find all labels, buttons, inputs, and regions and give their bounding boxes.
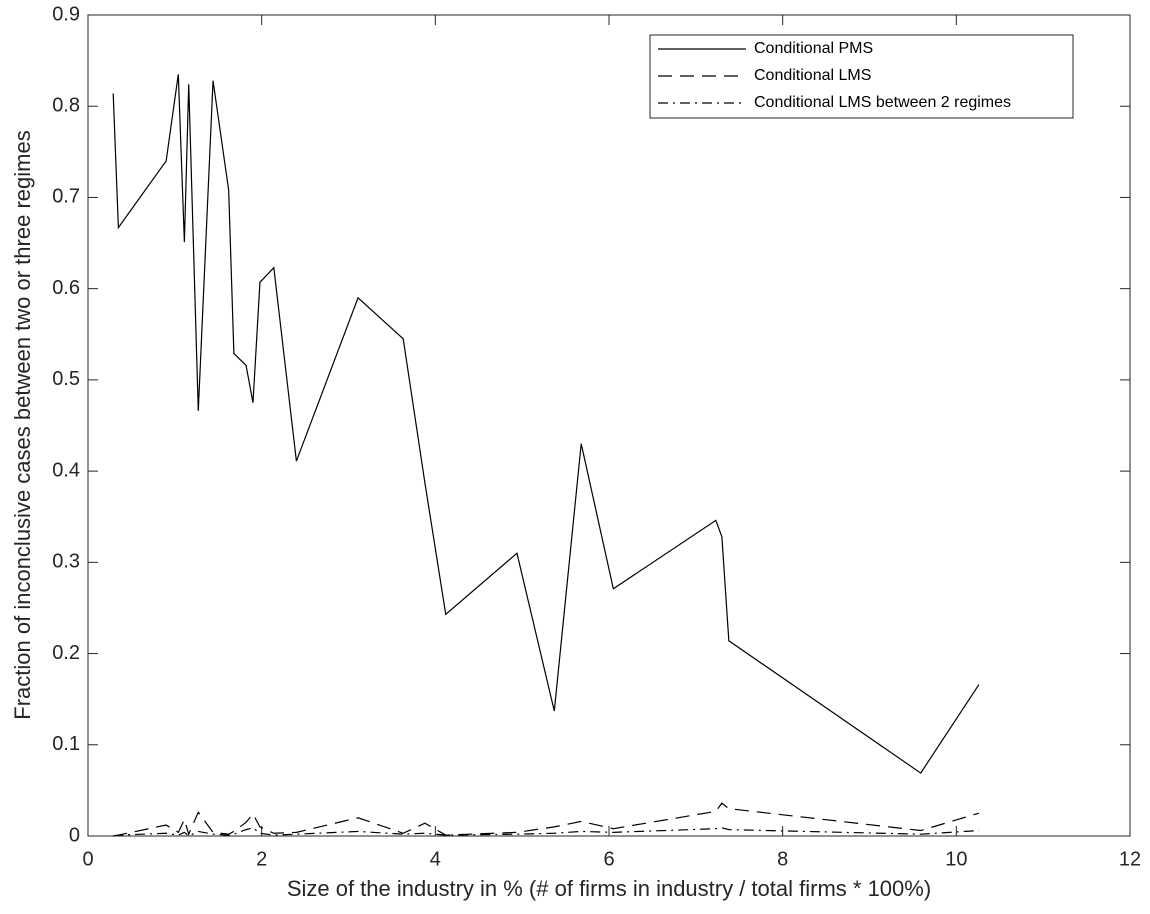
y-tick-label: 0.8 (52, 95, 80, 117)
y-tick-label: 0.2 (52, 642, 80, 664)
legend-text: Conditional PMS (754, 40, 873, 57)
x-tick-label: 0 (82, 848, 93, 870)
series-line (113, 827, 979, 837)
x-tick-label: 8 (777, 848, 788, 870)
plot-frame (87, 14, 1131, 837)
x-tick-label: 2 (256, 848, 267, 870)
x-tick-label: 10 (945, 848, 967, 870)
x-axis-label: Size of the industry in % (# of firms in… (287, 876, 931, 901)
y-tick-label: 0.1 (52, 733, 80, 755)
y-tick-label: 0.4 (52, 459, 80, 481)
x-tick-label: 12 (1119, 848, 1141, 870)
y-tick-label: 0.9 (52, 3, 80, 25)
y-tick-label: 0.7 (52, 186, 80, 208)
y-axis-label: Fraction of inconclusive cases between t… (10, 130, 35, 719)
series-line (112, 74, 980, 774)
y-tick-label: 0.6 (52, 277, 80, 299)
x-tick-label: 4 (430, 848, 441, 870)
legend-text: Conditional LMS between 2 regimes (754, 94, 1011, 111)
series-line (113, 802, 980, 837)
y-tick-label: 0 (69, 824, 80, 846)
x-tick-label: 6 (603, 848, 614, 870)
legend-text: Conditional LMS (754, 67, 871, 84)
y-tick-label: 0.3 (52, 551, 80, 573)
y-tick-label: 0.5 (52, 368, 80, 390)
